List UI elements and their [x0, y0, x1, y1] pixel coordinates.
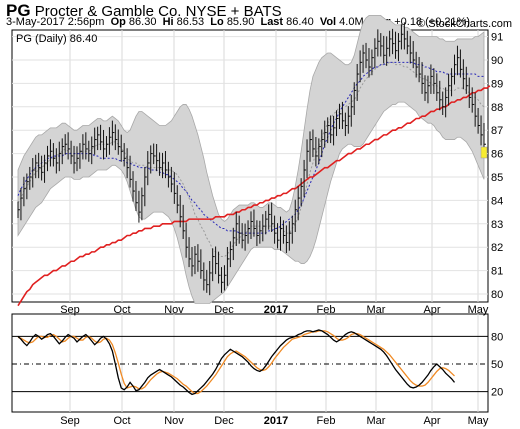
y-tick-label: 85	[491, 172, 503, 184]
y-tick-label: 82	[491, 242, 503, 254]
high-label: Hi	[162, 16, 174, 28]
x-tick-label: Apr	[423, 304, 440, 316]
indicator-tick-label: 80	[491, 331, 503, 343]
x-tick-label: Apr	[423, 415, 440, 427]
exchange: NYSE + BATS	[185, 3, 282, 20]
last-price-marker	[480, 146, 488, 159]
chart-header: PG Procter & Gamble Co. NYSE + BATS	[6, 1, 282, 21]
open-value: 86.30	[128, 16, 157, 28]
x-tick-label: Nov	[164, 415, 184, 427]
indicator-fast-line	[17, 329, 456, 396]
indicator-panel-frame	[11, 313, 489, 413]
x-tick-label: 2017	[264, 415, 288, 427]
y-tick-label: 88	[491, 102, 503, 114]
x-tick-label: May	[468, 304, 489, 316]
chart-legend: PG (Daily) 86.40	[16, 33, 97, 45]
high-value: 86.53	[176, 16, 205, 28]
open-label: Op	[110, 16, 126, 28]
last-value: 86.40	[286, 16, 314, 28]
x-tick-label: May	[468, 415, 489, 427]
x-tick-label: 2017	[264, 304, 288, 316]
bollinger-band	[17, 15, 485, 304]
indicator-slow-line	[17, 330, 455, 395]
vol-label: Vol	[319, 16, 337, 28]
y-tick-label: 80	[491, 289, 503, 301]
indicator-tick-label: 50	[491, 359, 503, 371]
x-tick-label: Oct	[113, 304, 130, 316]
x-tick-label: Nov	[164, 304, 184, 316]
company-name: Procter & Gamble Co.	[34, 3, 182, 20]
indicator-tick-label: 20	[491, 387, 503, 399]
y-tick-label: 83	[491, 219, 503, 231]
y-tick-label: 81	[491, 266, 503, 278]
y-tick-label: 86	[491, 149, 503, 161]
y-tick-label: 87	[491, 125, 503, 137]
watermark: © StockCharts.com	[417, 18, 512, 30]
x-tick-label: Sep	[60, 415, 80, 427]
x-tick-label: Dec	[214, 415, 234, 427]
y-tick-label: 84	[491, 195, 503, 207]
quote-line: 3-May-2017 2:56pm Op 86.30 Hi 86.53 Lo 8…	[6, 16, 470, 28]
vol-value: 4.0M	[339, 16, 364, 28]
x-tick-label: Oct	[113, 415, 130, 427]
quote-date: 3-May-2017 2:56pm	[6, 16, 105, 28]
x-tick-label: Mar	[367, 304, 386, 316]
y-tick-label: 90	[491, 55, 503, 67]
y-tick-label: 91	[491, 32, 503, 44]
y-tick-label: 89	[491, 78, 503, 90]
x-tick-label: Mar	[367, 415, 386, 427]
low-label: Lo	[210, 16, 224, 28]
ticker-symbol: PG	[6, 1, 31, 20]
ma-200-line	[17, 85, 491, 307]
x-tick-label: Dec	[214, 304, 234, 316]
x-tick-label: Sep	[60, 304, 80, 316]
last-label: Last	[260, 16, 284, 28]
x-tick-label: Feb	[317, 304, 336, 316]
low-value: 85.90	[226, 16, 255, 28]
x-tick-label: Feb	[317, 415, 336, 427]
chg-value: +0.18 (+0.21%)	[394, 16, 471, 28]
